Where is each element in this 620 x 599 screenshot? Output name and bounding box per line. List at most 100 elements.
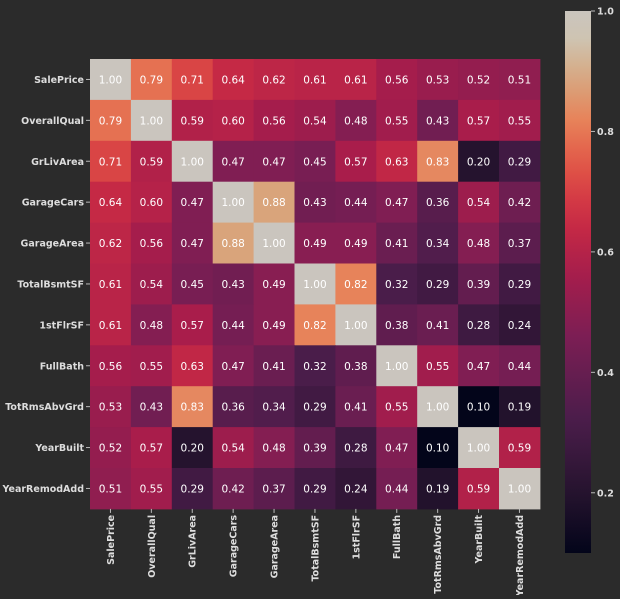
heatmap-cell xyxy=(499,140,541,183)
cell-value-label: 0.56 xyxy=(99,361,123,373)
heatmap-cell xyxy=(458,140,500,183)
y-tick-label: TotalBsmtSF xyxy=(17,279,84,290)
heatmap-cell xyxy=(90,181,132,224)
x-tick-label: GarageArea xyxy=(270,515,281,578)
heatmap-cell xyxy=(212,345,255,387)
cell-value-label: 0.51 xyxy=(508,74,531,86)
y-tick-label: TotRmsAbvGrd xyxy=(5,402,84,413)
cell-value-label: 0.32 xyxy=(385,279,408,291)
cell-value-label: 0.20 xyxy=(181,443,204,455)
heatmap-cell xyxy=(335,140,377,183)
heatmap-cell xyxy=(499,222,541,264)
cell-value-label: 0.29 xyxy=(181,483,204,495)
heatmap-cell xyxy=(458,59,500,101)
y-tick-label: GrLivArea xyxy=(31,157,84,168)
heatmap-cell xyxy=(212,140,255,183)
heatmap-cell xyxy=(212,468,255,510)
heatmap-cell xyxy=(253,99,295,142)
cell-value-label: 0.37 xyxy=(262,483,285,495)
cell-value-label: 0.62 xyxy=(99,238,122,250)
heatmap-cell xyxy=(90,140,132,183)
heatmap-cell xyxy=(130,386,173,428)
heatmap-cell xyxy=(253,181,295,224)
cell-value-label: 0.53 xyxy=(99,402,122,414)
heatmap-cell xyxy=(417,263,459,305)
cell-value-label: 0.55 xyxy=(508,115,531,127)
heatmap-cell xyxy=(294,386,336,428)
heatmap-cell xyxy=(171,386,214,428)
cell-value-label: 0.63 xyxy=(385,156,408,168)
heatmap-cell xyxy=(335,468,377,510)
y-tick-label: 1stFlrSF xyxy=(39,320,84,331)
heatmap-cell xyxy=(376,386,418,428)
cell-value-label: 1.00 xyxy=(467,443,490,455)
cell-value-label: 0.55 xyxy=(385,402,408,414)
cell-value-label: 0.44 xyxy=(221,320,245,332)
cell-value-label: 0.47 xyxy=(181,197,204,209)
cell-value-label: 0.29 xyxy=(426,279,449,291)
cell-value-label: 0.29 xyxy=(508,156,531,168)
heatmap-cell xyxy=(417,345,459,387)
heatmap-cell xyxy=(212,386,255,428)
cell-value-label: 0.71 xyxy=(181,74,204,86)
heatmap-cell xyxy=(458,99,500,142)
heatmap-cell xyxy=(90,468,132,510)
cell-value-label: 1.00 xyxy=(262,238,285,250)
cell-value-label: 0.47 xyxy=(221,361,244,373)
heatmap-cell xyxy=(499,263,541,305)
heatmap-cell xyxy=(335,181,377,224)
cell-value-label: 0.38 xyxy=(385,320,408,332)
y-tick-label: GarageCars xyxy=(22,198,85,209)
cell-value-label: 0.24 xyxy=(344,483,368,495)
heatmap-cell xyxy=(458,468,500,510)
heatmap-cell xyxy=(458,263,500,305)
x-tick-label: 1stFlrSF xyxy=(351,515,362,560)
heatmap-cell xyxy=(458,181,500,224)
x-tick-label: GrLivArea xyxy=(188,515,199,568)
cell-value-label: 0.47 xyxy=(467,361,490,373)
heatmap-cell xyxy=(171,468,214,510)
cell-value-label: 0.59 xyxy=(508,443,531,455)
heatmap-cell xyxy=(253,304,295,346)
cell-value-label: 0.57 xyxy=(181,320,204,332)
y-tick-label: SalePrice xyxy=(34,75,84,86)
cell-value-label: 0.88 xyxy=(262,197,285,209)
cell-value-label: 1.00 xyxy=(344,320,367,332)
heatmap-cell xyxy=(130,181,173,224)
cell-value-label: 0.45 xyxy=(181,279,204,291)
heatmap-cell xyxy=(212,263,255,305)
colorbar-tick-label: 0.8 xyxy=(597,127,614,138)
heatmap-cell xyxy=(90,99,132,142)
heatmap-cell xyxy=(458,427,500,469)
heatmap-cell xyxy=(171,427,214,469)
cell-value-label: 0.62 xyxy=(262,74,285,86)
cell-value-label: 0.43 xyxy=(140,402,163,414)
heatmap-cell xyxy=(376,468,418,510)
cell-value-label: 1.00 xyxy=(221,197,244,209)
heatmap-cell xyxy=(376,140,418,183)
heatmap-cell xyxy=(171,181,214,224)
heatmap-cell xyxy=(130,59,173,101)
x-tick-label: GarageCars xyxy=(229,515,240,578)
heatmap-cell xyxy=(171,263,214,305)
heatmap-cell xyxy=(171,345,214,387)
heatmap-cell xyxy=(294,59,336,101)
cell-value-label: 0.39 xyxy=(303,443,326,455)
cell-value-label: 1.00 xyxy=(181,156,204,168)
heatmap-cell xyxy=(171,222,214,264)
heatmap-cell xyxy=(335,59,377,101)
colorbar-tick-label: 0.2 xyxy=(597,488,614,499)
heatmap-cell xyxy=(212,99,255,142)
cell-value-label: 0.19 xyxy=(508,402,531,414)
cell-value-label: 0.88 xyxy=(221,238,244,250)
cell-value-label: 0.49 xyxy=(262,279,285,291)
cell-value-label: 0.79 xyxy=(140,74,163,86)
heatmap-cell xyxy=(90,59,132,101)
heatmap-cell xyxy=(90,222,132,264)
heatmap-cell xyxy=(499,99,541,142)
x-tick-label: TotalBsmtSF xyxy=(310,515,321,582)
cell-value-label: 0.64 xyxy=(99,197,123,209)
cell-value-label: 0.83 xyxy=(426,156,449,168)
heatmap-cell xyxy=(253,263,295,305)
